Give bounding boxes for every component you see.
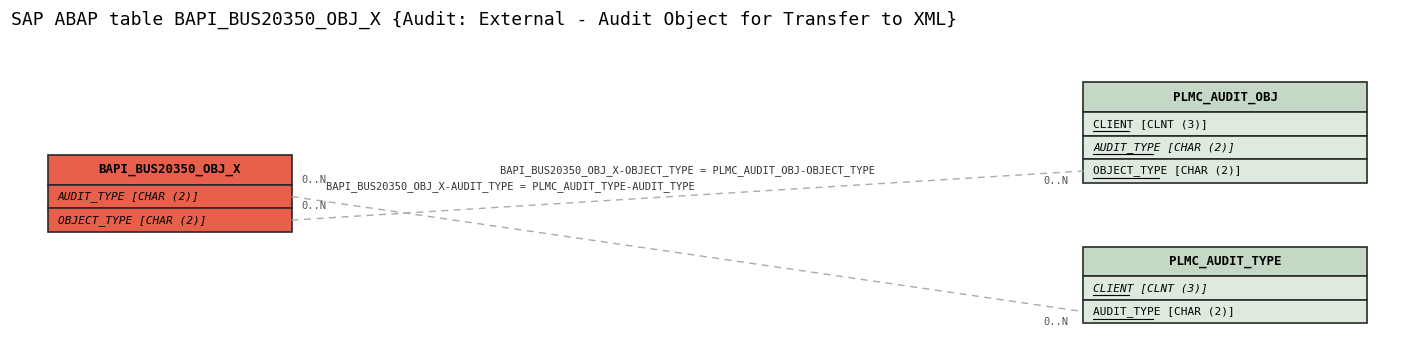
Text: CLIENT [CLNT (3)]: CLIENT [CLNT (3)] [1093,119,1209,129]
Text: SAP ABAP table BAPI_BUS20350_OBJ_X {Audit: External - Audit Object for Transfer : SAP ABAP table BAPI_BUS20350_OBJ_X {Audi… [11,10,957,29]
Text: BAPI_BUS20350_OBJ_X-OBJECT_TYPE = PLMC_AUDIT_OBJ-OBJECT_TYPE: BAPI_BUS20350_OBJ_X-OBJECT_TYPE = PLMC_A… [499,165,875,176]
Text: 0..N: 0..N [301,201,326,212]
Text: PLMC_AUDIT_TYPE: PLMC_AUDIT_TYPE [1169,255,1282,268]
Text: OBJECT_TYPE [CHAR (2)]: OBJECT_TYPE [CHAR (2)] [1093,166,1242,176]
FancyBboxPatch shape [1083,159,1368,183]
FancyBboxPatch shape [1083,112,1368,136]
FancyBboxPatch shape [1083,276,1368,300]
Text: BAPI_BUS20350_OBJ_X: BAPI_BUS20350_OBJ_X [98,164,241,176]
FancyBboxPatch shape [1083,247,1368,276]
FancyBboxPatch shape [1083,136,1368,159]
FancyBboxPatch shape [48,208,291,232]
Text: OBJECT_TYPE [CHAR (2)]: OBJECT_TYPE [CHAR (2)] [58,215,205,225]
FancyBboxPatch shape [1083,300,1368,323]
Text: 0..N: 0..N [1044,176,1068,186]
Text: 0..N: 0..N [1044,316,1068,327]
Text: BAPI_BUS20350_OBJ_X-AUDIT_TYPE = PLMC_AUDIT_TYPE-AUDIT_TYPE: BAPI_BUS20350_OBJ_X-AUDIT_TYPE = PLMC_AU… [326,181,695,192]
Text: CLIENT [CLNT (3)]: CLIENT [CLNT (3)] [1093,283,1209,293]
Text: AUDIT_TYPE [CHAR (2)]: AUDIT_TYPE [CHAR (2)] [1093,142,1235,153]
FancyBboxPatch shape [48,155,291,185]
Text: AUDIT_TYPE [CHAR (2)]: AUDIT_TYPE [CHAR (2)] [58,191,200,202]
FancyBboxPatch shape [48,185,291,208]
Text: AUDIT_TYPE [CHAR (2)]: AUDIT_TYPE [CHAR (2)] [1093,306,1235,317]
Text: PLMC_AUDIT_OBJ: PLMC_AUDIT_OBJ [1173,91,1278,104]
Text: 0..N: 0..N [301,175,326,185]
FancyBboxPatch shape [1083,82,1368,112]
